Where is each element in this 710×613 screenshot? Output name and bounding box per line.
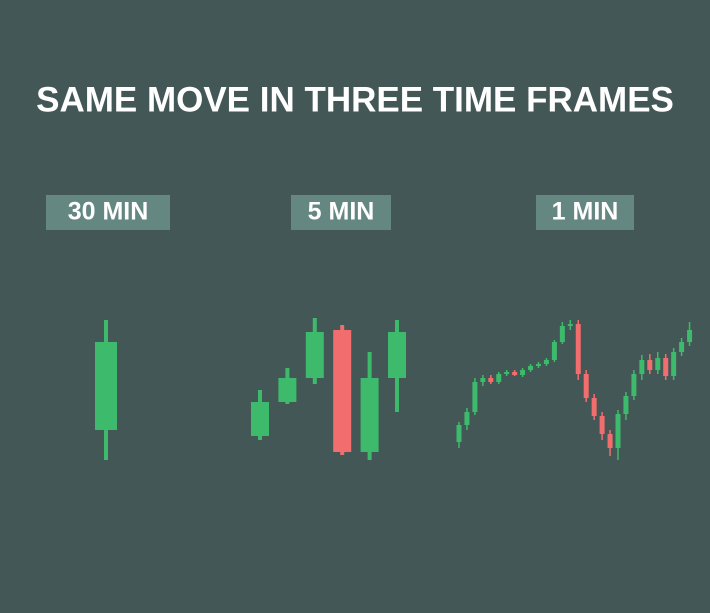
candle-body xyxy=(95,342,117,430)
candle-body xyxy=(472,382,478,412)
candle-body xyxy=(278,378,297,402)
candle-body xyxy=(488,378,494,382)
timeframe-label: 1 MIN xyxy=(552,198,619,226)
candle-body xyxy=(305,332,324,378)
candle-body xyxy=(623,396,629,414)
timeframe-label-box xyxy=(536,195,634,230)
candle-body xyxy=(528,366,534,370)
candle-body xyxy=(360,378,379,452)
candle-body xyxy=(333,330,352,452)
candle-body xyxy=(639,360,645,374)
candle-body xyxy=(679,342,685,352)
candle-body xyxy=(599,416,605,434)
candle-body xyxy=(671,352,677,376)
timeframe-label: 5 MIN xyxy=(308,198,375,226)
candle-body xyxy=(551,342,557,360)
candle-body xyxy=(480,378,486,382)
candle-body xyxy=(655,358,661,370)
timeframe-label-box xyxy=(291,195,391,230)
candle-body xyxy=(504,372,510,374)
candle-body xyxy=(575,324,581,374)
timeframe-label-box xyxy=(46,195,170,230)
candle-body xyxy=(647,360,653,370)
candle-body xyxy=(543,360,549,364)
candle-body xyxy=(456,425,462,442)
candle-body xyxy=(583,374,589,398)
timeframe-label: 30 MIN xyxy=(68,198,149,226)
candle-body xyxy=(591,398,597,416)
candle-body xyxy=(512,372,518,375)
main-title: SAME MOVE IN THREE TIME FRAMES xyxy=(36,80,674,119)
candle-body xyxy=(559,326,565,342)
candle-body xyxy=(520,370,526,375)
candle-body xyxy=(663,358,669,376)
candle-body xyxy=(615,414,621,448)
candle-body xyxy=(536,364,541,366)
candle-body xyxy=(496,374,502,382)
candle-body xyxy=(687,330,693,342)
candle-body xyxy=(631,374,637,396)
candle-body xyxy=(388,332,406,378)
candle-body xyxy=(567,324,573,326)
candle-body xyxy=(607,434,613,448)
candle-body xyxy=(464,412,470,425)
candle-body xyxy=(251,402,269,436)
